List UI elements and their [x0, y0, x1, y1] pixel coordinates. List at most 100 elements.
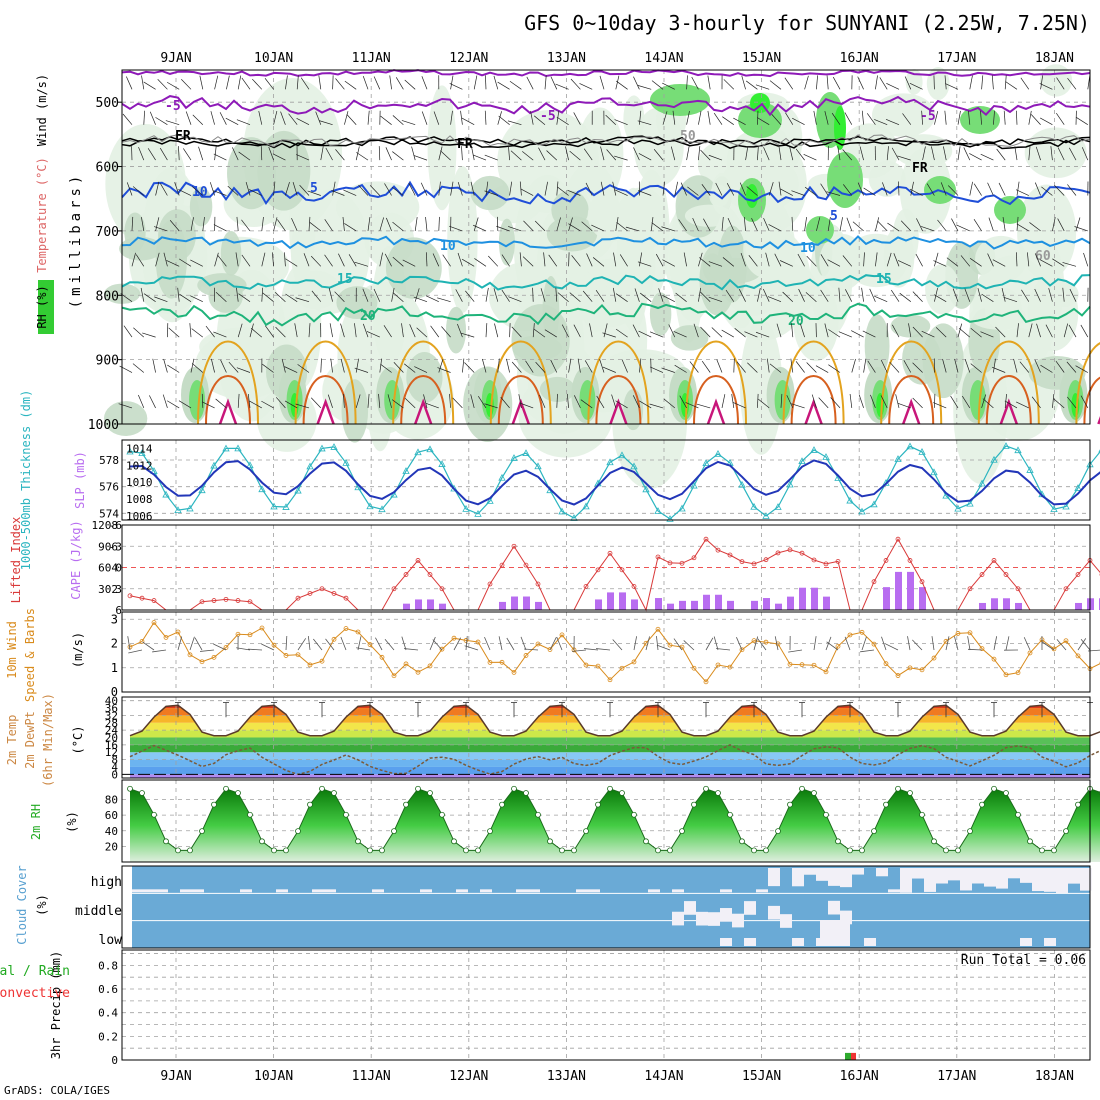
- wind-barb: [280, 111, 286, 125]
- rh-line: [129, 788, 1100, 851]
- precip-conv-bar: [851, 1052, 856, 1060]
- li-marker: [247, 599, 253, 605]
- wind-barb: [366, 331, 380, 338]
- cape-bar: [1003, 598, 1010, 610]
- contour-label: 15: [876, 272, 892, 287]
- wind-barb: [319, 120, 333, 126]
- wind-barb: [409, 324, 416, 338]
- wind-barb: [438, 359, 444, 373]
- precip-y-tick: 0.4: [98, 1007, 118, 1020]
- wind-barb: [804, 186, 817, 196]
- rh-marker: [667, 847, 673, 854]
- wind-barb: [739, 182, 746, 196]
- wind-barb: [556, 217, 561, 232]
- wind-barb: [225, 117, 239, 126]
- wind-barb: [169, 220, 180, 232]
- rh-shade-upper: [1024, 127, 1087, 179]
- wind-barb: [509, 323, 511, 338]
- wind-barb: [258, 110, 263, 125]
- wind-barb: [497, 111, 502, 125]
- wind-barb-10m: [498, 636, 503, 651]
- slp-marker: [1026, 466, 1034, 473]
- wind-barb: [425, 216, 428, 231]
- cloud-high: [888, 889, 900, 893]
- cape-bar: [799, 587, 806, 610]
- rh-shade-mid: [512, 335, 562, 361]
- wind-barb: [1068, 324, 1077, 338]
- wind-speed-marker: [511, 669, 517, 675]
- wind-barb-10m: [248, 648, 263, 651]
- wind-barb-10m: [194, 637, 203, 651]
- wind-barb: [612, 181, 617, 196]
- wind-barb: [450, 110, 453, 125]
- wind-barb: [686, 75, 688, 90]
- wind-barb: [715, 182, 723, 196]
- wind-barb: [335, 78, 345, 90]
- day-label-top: 14JAN: [644, 51, 683, 66]
- wind-barb: [1048, 288, 1053, 302]
- cloud-middle: [708, 912, 720, 926]
- wind-barb: [324, 219, 333, 232]
- rh-marker: [595, 801, 601, 808]
- wind-barb: [580, 399, 593, 409]
- rh-shade-mid: [336, 286, 378, 320]
- cloud-high: [420, 889, 432, 893]
- wind-barb: [763, 217, 770, 232]
- wind-barb: [522, 256, 534, 267]
- slp-marker: [246, 461, 254, 469]
- rh-marker: [835, 838, 841, 845]
- wind-barb: [970, 363, 982, 373]
- wind-barb: [250, 327, 263, 338]
- wind-speed-marker: [259, 625, 265, 631]
- slp-marker: [486, 497, 494, 504]
- wind-barb: [1040, 364, 1053, 373]
- cloud-high: [948, 868, 960, 881]
- wind-barb: [340, 358, 345, 373]
- temp-contour-35: [511, 398, 530, 425]
- wind-barb: [472, 154, 487, 161]
- cloud-high: [180, 889, 192, 893]
- slp-marker: [234, 444, 242, 452]
- wind-barb: [152, 358, 156, 373]
- wind-speed-marker: [751, 638, 757, 644]
- wind-barb: [891, 147, 900, 161]
- wind-barb-10m: [656, 636, 659, 651]
- li-y-tick: 3: [115, 583, 122, 596]
- wind-barb: [315, 111, 322, 125]
- contour-label: -5: [540, 109, 556, 124]
- wind-barb: [165, 120, 180, 126]
- cloud-high: [528, 889, 540, 893]
- rh-shade-mid: [385, 237, 442, 299]
- wind-barb: [612, 287, 617, 302]
- slp-marker: [654, 507, 662, 514]
- temp-contour-25: [392, 340, 455, 425]
- contour-label: 10: [800, 241, 816, 256]
- slp-marker: [846, 496, 854, 504]
- wind-barb: [960, 255, 971, 267]
- wind-barb: [1067, 184, 1077, 196]
- wind-barb: [832, 76, 841, 90]
- cloud-high: [960, 868, 972, 891]
- wind-barb: [993, 358, 996, 373]
- wind-barb: [797, 253, 805, 267]
- wind-barb: [757, 146, 759, 161]
- wind-barb: [583, 148, 593, 161]
- wind-barb: [599, 359, 605, 373]
- wind-barb: [557, 292, 569, 302]
- li-marker: [619, 567, 625, 573]
- wind-barb: [637, 190, 652, 196]
- wind-barb-10m: [1023, 637, 1031, 651]
- run-total: Run Total = 0.06: [961, 953, 1086, 968]
- wind-barb: [570, 78, 581, 90]
- wind-barb: [252, 78, 263, 90]
- cloud-high: [576, 889, 588, 893]
- rh-marker: [175, 847, 181, 854]
- wind-barb: [190, 358, 195, 373]
- wind-barb: [707, 110, 711, 125]
- wind-barb: [795, 148, 805, 161]
- rh-shade-mid: [649, 292, 672, 336]
- precip-total-bar: [845, 1052, 851, 1060]
- wind-barb: [310, 255, 322, 267]
- rh-y-tick: 60: [105, 809, 118, 822]
